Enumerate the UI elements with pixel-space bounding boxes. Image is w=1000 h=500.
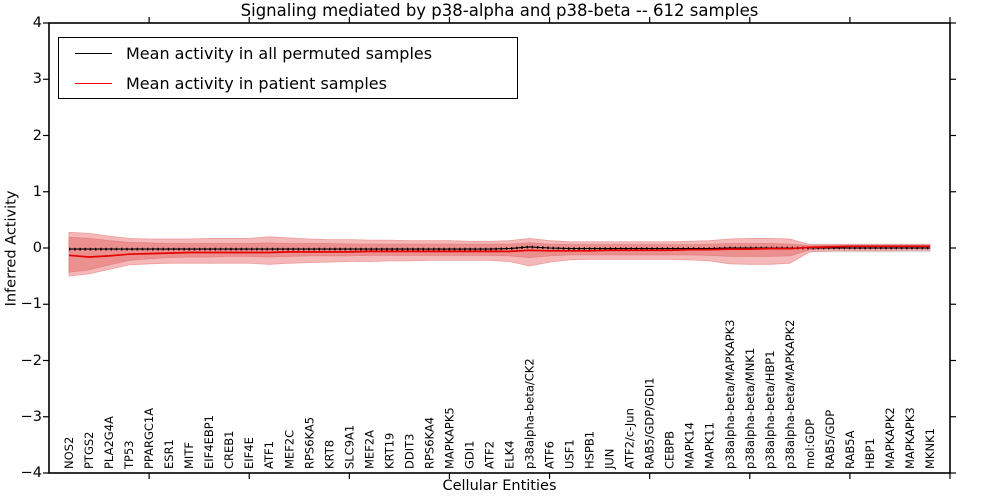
legend: Mean activity in all permuted samples Me… (58, 37, 518, 99)
category-label: USF1 (563, 439, 577, 469)
category-label: KRT19 (382, 433, 396, 469)
category-label: MEF2A (362, 430, 376, 469)
category-label: SLC9A1 (342, 425, 356, 469)
category-label: ATF6 (543, 441, 557, 469)
category-label: MAPK11 (703, 422, 717, 469)
chart-title: Signaling mediated by p38-alpha and p38-… (240, 1, 759, 20)
category-label: MAPK14 (683, 422, 697, 469)
category-label: RAB5/GDP (823, 410, 837, 469)
category-label: EIF4EBP1 (202, 415, 216, 469)
category-label: ESR1 (162, 439, 176, 469)
category-label: PPARGC1A (142, 408, 156, 469)
category-label: RPS6KA4 (422, 417, 436, 469)
category-label: TP53 (122, 440, 136, 470)
y-tick-label: 1 (32, 183, 42, 200)
category-label: CREB1 (222, 431, 236, 470)
y-tick-label: −1 (20, 296, 42, 313)
legend-item-patient: Mean activity in patient samples (59, 69, 517, 98)
category-label: HBP1 (863, 438, 877, 469)
y-tick-label: −2 (20, 352, 42, 369)
category-label: p38alpha-beta/MAPKAPK2 (783, 320, 797, 470)
y-tick-label: −3 (20, 408, 42, 425)
category-label: ATF2/c-Jun (623, 408, 637, 469)
category-label: ELK4 (503, 440, 517, 469)
category-label: NOS2 (62, 437, 76, 469)
category-label: EIF4E (242, 437, 256, 469)
y-tick-label: 4 (32, 15, 42, 31)
y-tick-label: 0 (32, 240, 42, 256)
category-label: ATF2 (483, 441, 497, 469)
category-label: RAB5A (843, 430, 857, 469)
y-tick-label: −4 (20, 465, 42, 481)
category-label: CEBPB (663, 431, 677, 469)
category-label: MEF2C (282, 430, 296, 469)
category-label: p38alpha-beta/CK2 (523, 358, 537, 469)
category-label: JUN (603, 449, 617, 470)
category-label: RAB5/GDP/GDI1 (643, 377, 657, 469)
series-patient-line (68, 245, 930, 258)
category-label: MITF (182, 442, 196, 469)
y-tick-label: 2 (32, 127, 42, 144)
category-label: GDI1 (463, 441, 477, 469)
legend-line-sample-patient (75, 83, 112, 84)
category-label: MAPKAPK3 (903, 407, 917, 469)
legend-line-sample-permuted (75, 53, 112, 54)
category-label: MAPKAPK2 (883, 407, 897, 469)
category-label: MAPKAPK5 (442, 407, 456, 469)
category-label: MKNK1 (923, 428, 937, 469)
legend-label-patient: Mean activity in patient samples (126, 74, 387, 93)
category-label: DDIT3 (402, 434, 416, 469)
category-label: p38alpha-beta/MNK1 (743, 348, 757, 469)
category-label: mol:GDP (803, 419, 817, 469)
band-patient-samples-inner-range (68, 236, 931, 273)
y-tick-label: 3 (32, 71, 42, 88)
legend-label-permuted: Mean activity in all permuted samples (126, 44, 433, 63)
category-label: PTGS2 (82, 432, 96, 470)
category-label: PLA2G4A (102, 416, 116, 469)
category-label: HSPB1 (583, 431, 597, 469)
legend-item-permuted: Mean activity in all permuted samples (59, 39, 517, 68)
category-label: p38alpha-beta/HBP1 (763, 350, 777, 469)
category-label: KRT8 (322, 440, 336, 469)
x-axis-label: Cellular Entities (442, 478, 557, 494)
category-label: p38alpha-beta/MAPKAPK3 (723, 320, 737, 470)
category-label: ATF1 (262, 441, 276, 469)
category-label: RPS6KA5 (302, 417, 316, 469)
